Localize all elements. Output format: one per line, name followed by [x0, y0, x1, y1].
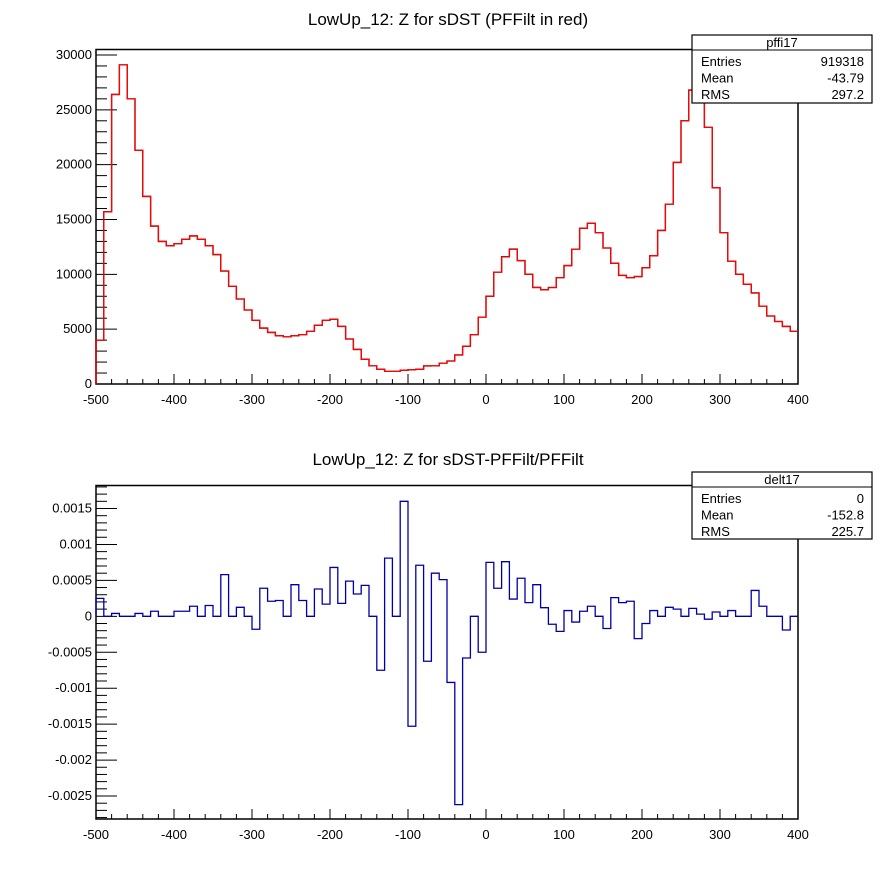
x-tick-label: 300: [709, 827, 731, 842]
stats-value: 297.2: [831, 87, 864, 102]
stats-box: delt17 Entries 0 Mean -152.8 RMS 225.7: [691, 471, 873, 540]
y-tick-label: -0.0025: [48, 788, 92, 803]
stats-label: Mean: [701, 71, 734, 86]
x-tick-label: 100: [553, 827, 575, 842]
x-tick-label: -300: [239, 392, 265, 407]
stats-box-frame: [691, 471, 873, 540]
stats-histogram-name: delt17: [764, 472, 799, 487]
x-tick-label: -200: [317, 392, 343, 407]
y-tick-label: -0.001: [55, 680, 92, 695]
y-tick-label: -0.002: [55, 752, 92, 767]
y-tick-label: 0: [85, 608, 92, 623]
x-tick-label: 200: [631, 827, 653, 842]
x-tick-label: 300: [709, 392, 731, 407]
y-tick-label: 10000: [56, 266, 92, 281]
x-tick-label: -400: [161, 827, 187, 842]
y-tick-label: 0.0005: [52, 572, 92, 587]
x-tick-label: -200: [317, 827, 343, 842]
plot-frame: [95, 48, 799, 385]
stats-value: 225.7: [831, 524, 864, 539]
x-tick-label: -500: [83, 827, 109, 842]
y-tick-label: 0.0015: [52, 501, 92, 516]
stats-value: -152.8: [827, 508, 864, 523]
x-tick-label: -100: [395, 392, 421, 407]
stats-box-frame: [691, 34, 873, 104]
stats-label: RMS: [701, 524, 730, 539]
x-tick-label: 400: [787, 827, 809, 842]
y-tick-label: -0.0015: [48, 716, 92, 731]
y-tick-label: 0.001: [59, 536, 92, 551]
x-tick-label: -400: [161, 392, 187, 407]
y-tick-label: 5000: [63, 321, 92, 336]
series-ratio-line: [95, 500, 798, 806]
y-tick-label: -0.0005: [48, 644, 92, 659]
stats-label: RMS: [701, 87, 730, 102]
top-histogram-plot: -500 -400 -300 -200 -100 0 100 200 300 400 0 5000 10…: [56, 34, 873, 407]
stats-value: 0: [857, 491, 864, 506]
series-sdst-line: [95, 64, 798, 384]
stats-label: Entries: [701, 491, 742, 506]
stats-value: -43.79: [827, 71, 864, 86]
stats-label: Mean: [701, 508, 734, 523]
stats-label: Entries: [701, 54, 742, 69]
x-tick-label: -300: [239, 827, 265, 842]
y-tick-label: 30000: [56, 47, 92, 62]
x-tick-label: 0: [482, 827, 489, 842]
series-pffilt-line: [95, 64, 798, 384]
y-tick-label: 15000: [56, 211, 92, 226]
x-tick-label: 0: [482, 392, 489, 407]
top-plot-title: LowUp_12: Z for sDST (PFFilt in red): [308, 10, 588, 29]
y-tick-label: 0: [85, 376, 92, 391]
y-tick-label: 25000: [56, 102, 92, 117]
x-tick-label: -500: [83, 392, 109, 407]
x-tick-label: 100: [553, 392, 575, 407]
x-tick-label: 400: [787, 392, 809, 407]
y-tick-label: 20000: [56, 157, 92, 172]
stats-value: 919318: [821, 54, 864, 69]
stats-histogram-name: pffi17: [766, 35, 798, 50]
bottom-histogram-plot: -500 -400 -300 -200 -100 0 100 200 300 400 -0.0025…: [48, 471, 873, 842]
bottom-plot-title: LowUp_12: Z for sDST-PFFilt/PFFilt: [312, 450, 583, 469]
stats-box: pffi17 Entries 919318 Mean -43.79 RMS 297.2: [691, 34, 873, 104]
x-tick-label: -100: [395, 827, 421, 842]
x-tick-label: 200: [631, 392, 653, 407]
